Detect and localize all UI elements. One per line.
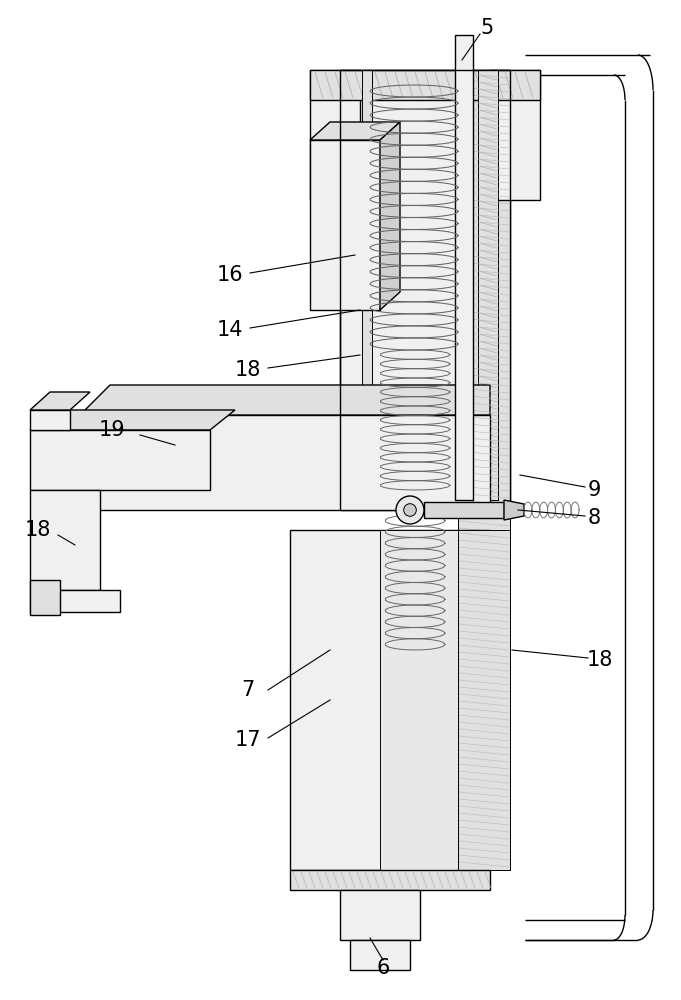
Bar [310, 70, 360, 200]
Bar [458, 530, 510, 870]
Bar [455, 35, 473, 500]
Text: 9: 9 [587, 480, 601, 500]
Bar [380, 530, 458, 870]
Text: 7: 7 [241, 680, 255, 700]
Bar [478, 70, 498, 500]
Polygon shape [30, 410, 235, 430]
Text: 17: 17 [235, 730, 262, 750]
Bar [30, 580, 60, 615]
Polygon shape [80, 415, 100, 435]
Text: 18: 18 [25, 520, 51, 540]
Circle shape [404, 504, 416, 516]
Text: 18: 18 [587, 650, 613, 670]
Bar [340, 70, 510, 510]
Bar [424, 502, 504, 518]
Polygon shape [504, 500, 524, 520]
Text: 16: 16 [217, 265, 243, 285]
Polygon shape [30, 392, 90, 410]
Text: 19: 19 [99, 420, 125, 440]
Bar [310, 70, 540, 100]
Bar [362, 70, 372, 500]
Bar [290, 530, 490, 870]
Bar [30, 490, 100, 590]
Text: 8: 8 [588, 508, 601, 528]
Polygon shape [310, 122, 400, 140]
Polygon shape [80, 490, 100, 510]
Text: 18: 18 [235, 360, 262, 380]
Text: 14: 14 [217, 320, 243, 340]
Bar [458, 70, 510, 870]
Bar [30, 590, 120, 612]
Bar [310, 140, 380, 310]
Text: 6: 6 [377, 958, 390, 978]
Circle shape [396, 496, 424, 524]
Bar [340, 890, 420, 940]
Bar [30, 410, 70, 430]
Polygon shape [80, 385, 490, 415]
Text: 5: 5 [480, 18, 494, 38]
Polygon shape [380, 122, 400, 310]
Bar [290, 870, 490, 890]
Bar [490, 70, 540, 200]
Bar [350, 940, 410, 970]
Bar [80, 415, 490, 510]
Bar [30, 430, 210, 490]
